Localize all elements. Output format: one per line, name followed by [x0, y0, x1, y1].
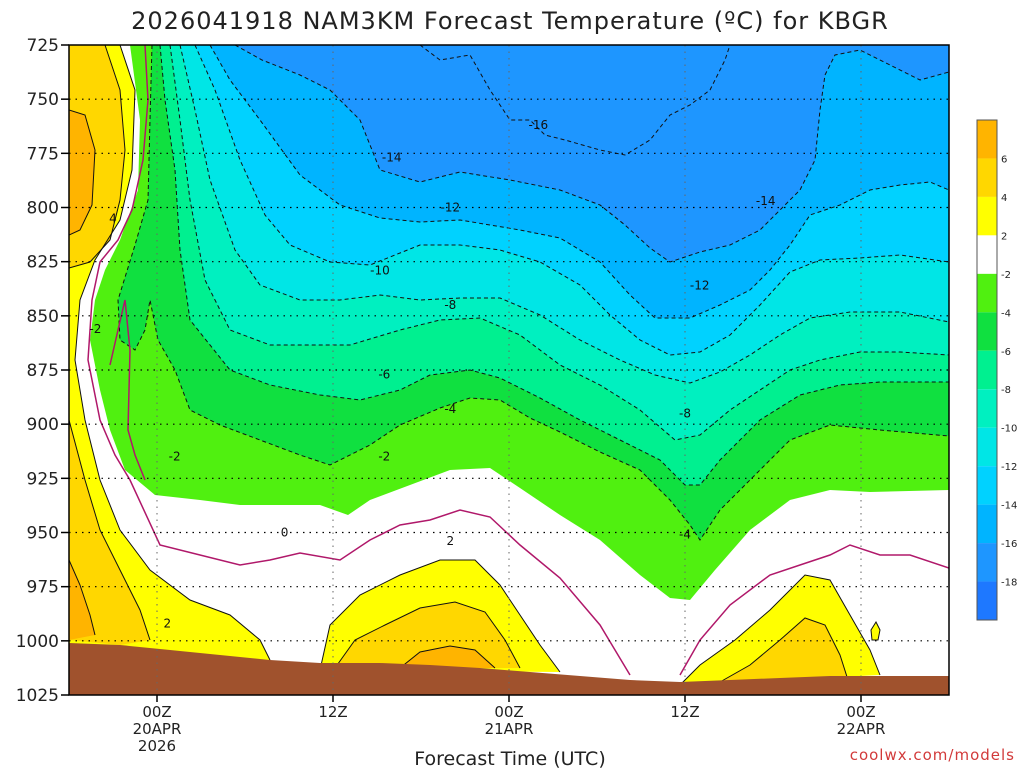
- contour-label: 2: [447, 534, 455, 548]
- colorbar-tick-label: -2: [1001, 270, 1011, 281]
- contour-minus14: [234, 45, 949, 263]
- contour-plus2-right: [679, 574, 881, 686]
- contour-plus2-blob: [870, 620, 881, 641]
- contour-label: -4: [444, 402, 456, 416]
- y-tick-label: 1000: [16, 632, 59, 652]
- colorbar: 6 4 2 -2 -4 -6 -8 -10 -12 -14 -16 -18: [976, 119, 1017, 621]
- contour-label: -2: [378, 450, 390, 464]
- x-tick-label: 00Z: [846, 703, 875, 721]
- colorbar-tick-label: -18: [1001, 578, 1017, 589]
- x-tick-label: 00Z: [494, 703, 523, 721]
- contour-label: 2: [163, 617, 171, 631]
- chart-title: 2026041918 NAM3KM Forecast Temperature (…: [131, 7, 889, 35]
- contour-minus10: [194, 45, 949, 356]
- contour-label: -6: [378, 367, 390, 381]
- colorbar-swatch: [977, 120, 997, 159]
- x-tick-label: 2026: [138, 737, 176, 755]
- colorbar-tick-label: -12: [1001, 462, 1017, 473]
- contour-label: -2: [89, 322, 101, 336]
- contour-minus4: [159, 45, 949, 486]
- band-zero: [69, 45, 949, 695]
- y-tick-label: 850: [27, 307, 59, 327]
- y-tick-label: 1025: [16, 686, 59, 706]
- colorbar-tick-label: -4: [1001, 308, 1011, 319]
- colorbar-swatch: [977, 235, 997, 274]
- colorbar-tick-label: 4: [1001, 193, 1007, 204]
- colorbar-swatch: [977, 312, 997, 351]
- colorbar-tick-label: -16: [1001, 539, 1017, 550]
- contour-label: -4: [679, 528, 691, 542]
- colorbar-tick-label: -6: [1001, 347, 1011, 358]
- colorbar-swatch: [977, 504, 997, 544]
- contour-plus2-mid: [319, 559, 561, 673]
- colorbar-tick-label: -14: [1001, 501, 1017, 512]
- colorbar-swatch: [977, 543, 997, 582]
- contour-minus6: [169, 45, 949, 441]
- contour-minus8: [179, 45, 949, 384]
- contour-label: 0: [281, 526, 289, 540]
- contour-label: -16: [529, 118, 549, 132]
- contour-label: -8: [444, 298, 456, 312]
- contour-plus4-mid: [334, 601, 521, 669]
- colorbar-tick-label: -8: [1001, 385, 1011, 396]
- x-tick-label: 12Z: [670, 703, 699, 721]
- x-tick-label: 20APR: [133, 720, 182, 738]
- contour-zero: [87, 45, 949, 676]
- x-tick-label: 12Z: [318, 703, 347, 721]
- credit-text: coolwx.com/models: [850, 746, 1015, 764]
- contour-minus12: [209, 45, 949, 319]
- contour-minus2: [117, 45, 949, 541]
- x-axis-title: Forecast Time (UTC): [414, 748, 605, 768]
- colorbar-swatch: [977, 273, 997, 313]
- x-tick-label: 21APR: [485, 720, 534, 738]
- contour-lines: [69, 45, 949, 686]
- y-tick-label: 875: [27, 361, 59, 381]
- contour-label: -12: [441, 201, 461, 215]
- colorbar-swatch: [977, 350, 997, 390]
- colorbar-swatch: [977, 196, 997, 236]
- colorbar-swatch: [977, 389, 997, 428]
- x-tick-label: 00Z: [142, 703, 171, 721]
- y-tick-label: 775: [27, 144, 59, 164]
- contour-label: -2: [169, 450, 181, 464]
- colorbar-swatch: [977, 466, 997, 505]
- y-tick-label: 975: [27, 578, 59, 598]
- y-tick-label: 750: [27, 90, 59, 110]
- ground-terrain: [69, 643, 949, 695]
- contour-label: -14: [756, 194, 776, 208]
- contour-label: -8: [679, 406, 691, 420]
- contour-minus16: [419, 45, 731, 156]
- colorbar-tick-label: 2: [1001, 231, 1007, 242]
- grid-lines: [69, 45, 949, 695]
- colorbar-swatch: [977, 427, 997, 467]
- y-tick-label: 900: [27, 415, 59, 435]
- colorbar-frame: [976, 119, 998, 621]
- colorbar-swatch: [977, 158, 997, 197]
- contour-zero-inner: [109, 299, 146, 481]
- colorbar-swatch: [977, 581, 997, 620]
- y-tick-label: 925: [27, 469, 59, 489]
- contour-label: 4: [109, 211, 117, 225]
- band-plus6-left: [69, 110, 95, 640]
- y-tick-label: 800: [27, 199, 59, 219]
- band-plus4-right: [720, 618, 848, 682]
- contour-plus2-left: [74, 45, 271, 661]
- contour-plus6-left: [69, 109, 96, 636]
- contour-label: -12: [690, 279, 710, 293]
- contour-plus4-right: [719, 617, 849, 683]
- contour-label: -14: [382, 151, 402, 165]
- colorbar-tick-label: -10: [1001, 424, 1017, 435]
- x-tick-label: 22APR: [837, 720, 886, 738]
- contour-label: -10: [370, 263, 390, 277]
- colorbar-tick-label: 6: [1001, 154, 1007, 165]
- y-tick-label: 725: [27, 36, 59, 56]
- contour-plus6-mid: [399, 645, 496, 669]
- y-tick-label: 950: [27, 524, 59, 544]
- y-tick-label: 825: [27, 253, 59, 273]
- y-axis: 725 750 775 800 825 850 875 900 925 950 975 1000 102…: [16, 36, 69, 706]
- contour-labels: -16 -14 -14 -12 -12 -10 -8 -8 -6 -4 -4 -2 -2 -2 0 2 2 4: [89, 118, 776, 631]
